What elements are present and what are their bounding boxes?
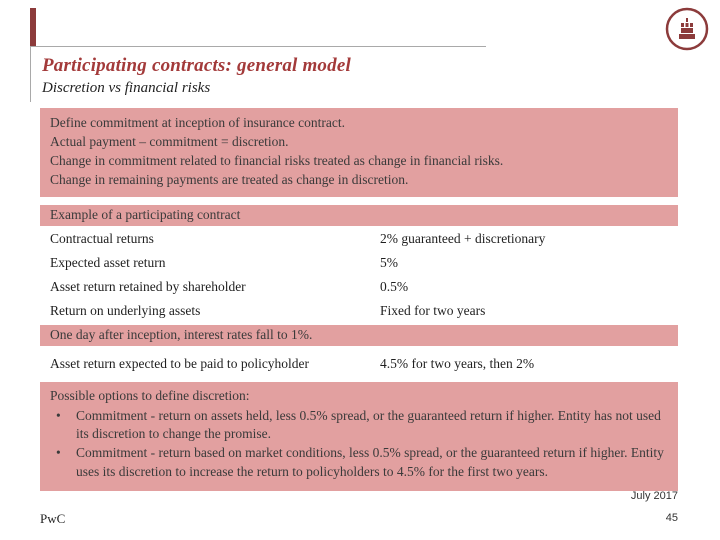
corner-accent-bar [30,8,36,46]
bullet-item: • Commitment - return on assets held, le… [50,407,668,445]
corner-bracket-vertical [30,46,31,102]
row-value: 2% guaranteed + discretionary [380,230,546,246]
row-label: Contractual returns [50,230,154,246]
corner-bracket-horizontal [30,46,486,47]
row-label: Asset return retained by shareholder [50,278,246,294]
building-logo-icon [664,6,710,52]
footer-brand: PwC [40,511,66,526]
row-value: 4.5% for two years, then 2% [380,355,535,371]
intro-line: Change in remaining payments are treated… [50,172,409,188]
intro-line: Define commitment at inception of insura… [50,115,346,130]
row-value: 5% [380,254,398,270]
row-label: Return on underlying assets [50,302,201,318]
row-label: Asset return expected to be paid to poli… [50,355,310,371]
page-title: Participating contracts: general model [42,55,351,76]
slide-content: Define commitment at inception of insura… [40,108,678,492]
footer-page-number: 45 [665,512,678,524]
footer-date: July 2017 [630,490,678,502]
row-value: 0.5% [380,278,409,294]
table-row: Asset return expected to be paid to poli… [40,345,678,378]
slide-header: Participating contracts: general model D… [42,55,602,97]
example-header-bar: Example of a participating contract [40,204,678,226]
bullet-marker: • [56,445,61,461]
options-heading: Possible options to define discretion: [50,387,250,403]
row-value: Fixed for two years [380,302,486,318]
event-bar: One day after inception, interest rates … [40,324,678,346]
row-label: Expected asset return [50,254,166,270]
table-row: Return on underlying assets Fixed for tw… [40,297,678,322]
options-box: Possible options to define discretion: •… [40,381,678,492]
intro-line: Actual payment – commitment = discretion… [50,134,289,150]
table-row: Expected asset return 5% [40,249,678,274]
intro-box: Define commitment at inception of insura… [40,108,678,197]
bullet-item: • Commitment - return based on market co… [50,444,668,482]
table-row: Contractual returns 2% guaranteed + disc… [40,225,678,250]
page-subtitle: Discretion vs financial risks [42,80,211,96]
bullet-text: Commitment - return on assets held, less… [76,407,661,442]
bullet-marker: • [56,407,61,423]
table-row: Asset return retained by shareholder 0.5… [40,273,678,298]
intro-line: Change in commitment related to financia… [50,153,504,169]
bullet-text: Commitment - return based on market cond… [76,445,664,480]
